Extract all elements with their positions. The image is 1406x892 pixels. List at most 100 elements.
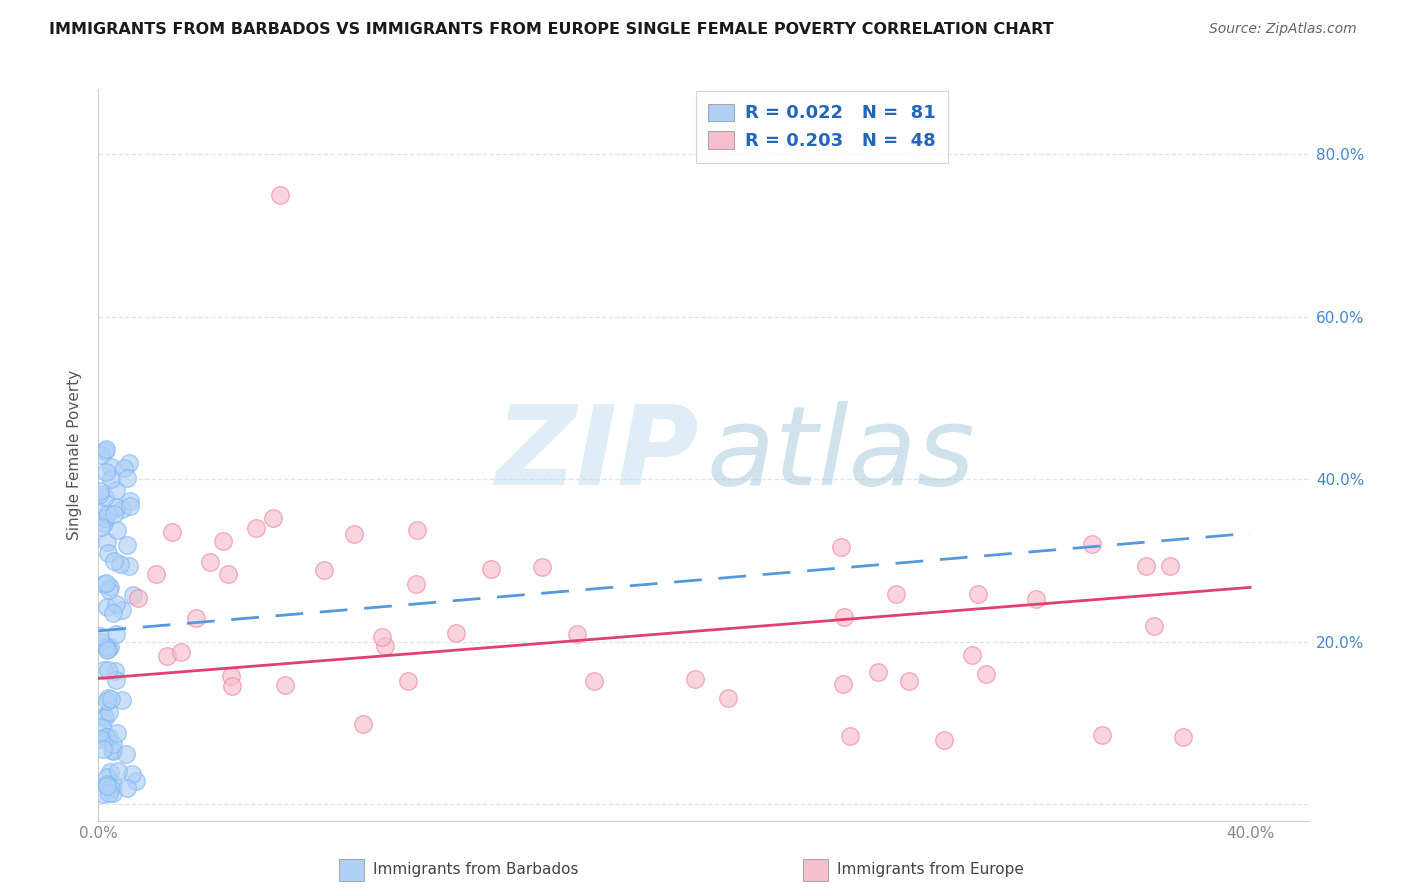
- Point: [115, 747, 138, 761]
- Point: [104, 665, 127, 679]
- Point: [107, 764, 129, 779]
- Point: [100, 460, 122, 475]
- Point: [221, 679, 243, 693]
- Point: [94, 442, 117, 457]
- Point: [160, 524, 183, 539]
- Y-axis label: Single Female Poverty: Single Female Poverty: [67, 370, 83, 540]
- Point: [1025, 591, 1047, 606]
- Point: [101, 744, 124, 758]
- Point: [115, 538, 138, 552]
- Point: [530, 560, 553, 574]
- Point: [217, 566, 239, 581]
- Point: [898, 673, 921, 688]
- Point: [352, 717, 374, 731]
- Point: [583, 673, 606, 688]
- Point: [96, 534, 118, 549]
- Text: Immigrants from Europe: Immigrants from Europe: [837, 863, 1024, 877]
- Point: [868, 665, 890, 680]
- Point: [105, 500, 128, 514]
- Point: [156, 648, 179, 663]
- Point: [1143, 619, 1166, 633]
- Point: [685, 672, 707, 686]
- Point: [832, 609, 855, 624]
- Point: [103, 554, 125, 568]
- Point: [269, 187, 291, 202]
- Point: [93, 577, 115, 591]
- Point: [125, 773, 148, 788]
- Point: [108, 557, 131, 571]
- Point: [343, 527, 366, 541]
- Point: [96, 694, 118, 708]
- Point: [98, 730, 121, 744]
- Point: [111, 603, 134, 617]
- Point: [96, 770, 118, 784]
- Point: [96, 779, 118, 793]
- Point: [97, 690, 120, 705]
- Point: [97, 786, 120, 800]
- Point: [98, 580, 121, 594]
- Point: [1171, 730, 1194, 744]
- Point: [832, 677, 855, 691]
- Point: [245, 521, 267, 535]
- Point: [118, 558, 141, 573]
- Point: [107, 726, 129, 740]
- Point: [444, 626, 467, 640]
- Point: [100, 471, 122, 485]
- Point: [105, 524, 128, 538]
- Point: [405, 577, 427, 591]
- Point: [1080, 537, 1102, 551]
- Point: [127, 591, 149, 606]
- Point: [101, 606, 124, 620]
- Point: [219, 669, 242, 683]
- Point: [100, 692, 122, 706]
- Point: [479, 562, 502, 576]
- Point: [565, 627, 588, 641]
- Point: [105, 597, 128, 611]
- Point: [96, 643, 118, 657]
- Point: [312, 563, 335, 577]
- Point: [104, 627, 127, 641]
- Point: [97, 705, 120, 719]
- Point: [96, 576, 118, 591]
- Point: [94, 730, 117, 744]
- Point: [94, 466, 117, 480]
- Point: [97, 546, 120, 560]
- Point: [98, 640, 121, 654]
- Point: [145, 566, 167, 581]
- Point: [98, 765, 121, 780]
- Point: [101, 737, 124, 751]
- Point: [118, 499, 141, 513]
- Point: [974, 667, 997, 681]
- Text: atlas: atlas: [707, 401, 976, 508]
- Point: [94, 731, 117, 745]
- Point: [93, 742, 115, 756]
- Point: [1159, 558, 1181, 573]
- Point: [967, 587, 990, 601]
- Text: Immigrants from Barbados: Immigrants from Barbados: [373, 863, 578, 877]
- Point: [93, 516, 115, 530]
- Point: [932, 733, 955, 747]
- Point: [406, 524, 429, 538]
- Point: [105, 483, 128, 497]
- Point: [273, 678, 295, 692]
- Point: [90, 519, 112, 533]
- Point: [112, 460, 135, 475]
- Point: [111, 693, 134, 707]
- Point: [115, 780, 138, 795]
- Text: ZIP: ZIP: [496, 401, 699, 508]
- Point: [100, 781, 122, 796]
- Point: [101, 786, 124, 800]
- Point: [262, 511, 284, 525]
- Point: [884, 587, 907, 601]
- Point: [103, 507, 125, 521]
- Point: [89, 486, 111, 500]
- Point: [122, 588, 145, 602]
- Point: [960, 648, 983, 662]
- Point: [1135, 558, 1157, 573]
- Point: [90, 449, 112, 463]
- Point: [90, 505, 112, 519]
- Point: [117, 471, 139, 485]
- Point: [103, 777, 125, 791]
- Point: [89, 484, 111, 499]
- Point: [371, 630, 394, 644]
